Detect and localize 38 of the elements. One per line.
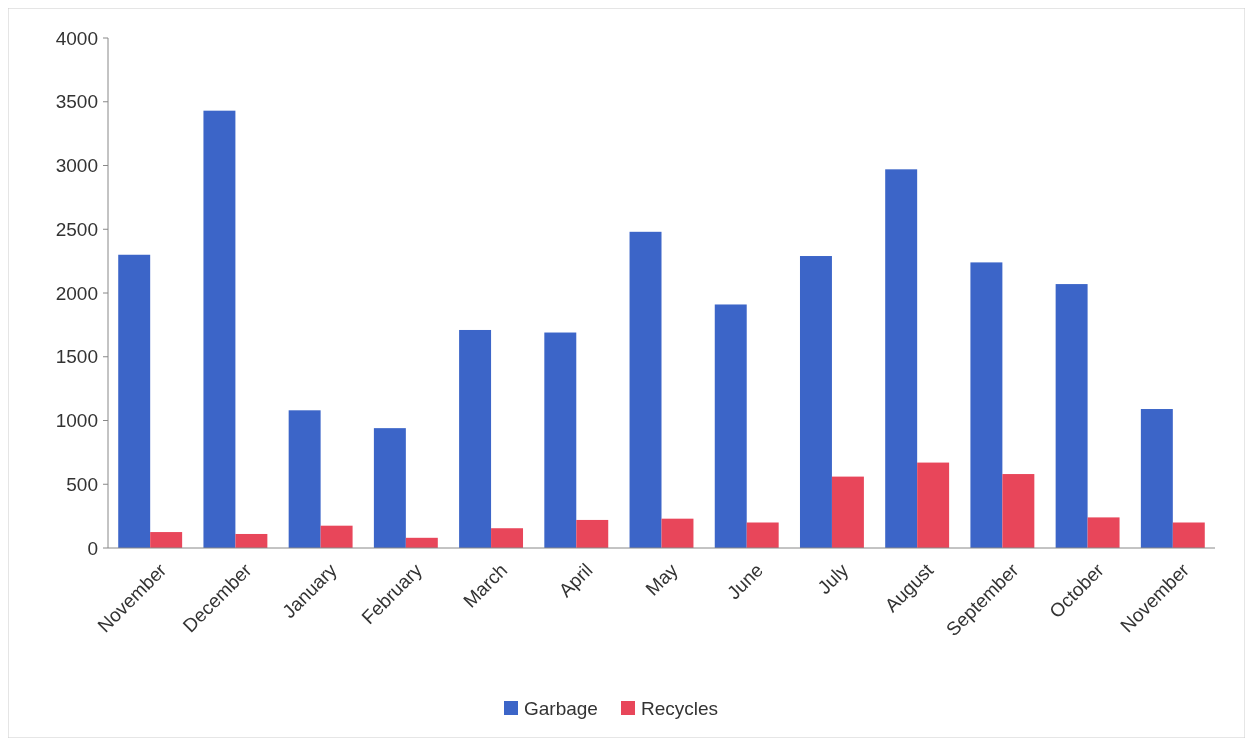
bar <box>235 533 268 548</box>
bar <box>885 169 918 548</box>
y-tick-label: 1500 <box>55 346 98 368</box>
y-tick-label: 2500 <box>55 218 98 240</box>
bar <box>831 476 864 548</box>
bar <box>459 329 492 548</box>
bar <box>320 525 353 548</box>
bar <box>629 231 662 548</box>
x-tick-label: May <box>641 559 683 600</box>
bar <box>576 519 609 548</box>
bar <box>118 254 151 548</box>
legend-label: Garbage <box>524 697 598 719</box>
legend-label: Recycles <box>641 697 719 719</box>
bar <box>150 532 183 548</box>
y-tick-label: 500 <box>66 473 98 495</box>
bar <box>746 522 779 548</box>
bar <box>1055 284 1088 548</box>
bar <box>714 304 747 548</box>
x-tick-label: July <box>813 559 853 599</box>
bar <box>288 410 321 548</box>
y-tick-label: 1000 <box>55 410 98 432</box>
bar <box>1140 409 1173 548</box>
bar <box>544 332 577 548</box>
bar <box>491 528 524 548</box>
bar <box>1087 517 1120 548</box>
bar <box>1172 522 1205 548</box>
bar <box>661 518 694 548</box>
y-tick-label: 3500 <box>55 91 98 113</box>
bar <box>373 428 406 548</box>
y-tick-label: 3000 <box>55 155 98 177</box>
bar <box>970 262 1003 548</box>
y-tick-label: 4000 <box>55 27 98 49</box>
bar <box>1002 474 1035 548</box>
bar <box>203 110 236 548</box>
bar <box>917 462 950 548</box>
y-tick-label: 0 <box>87 537 98 559</box>
y-tick-label: 2000 <box>55 282 98 304</box>
bar <box>799 256 832 548</box>
